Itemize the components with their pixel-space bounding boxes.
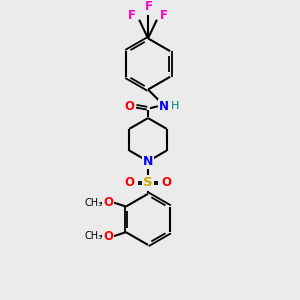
Text: O: O: [103, 230, 113, 243]
Text: F: F: [160, 9, 168, 22]
Text: O: O: [162, 176, 172, 190]
Text: O: O: [124, 176, 134, 190]
Text: CH₃: CH₃: [84, 198, 103, 208]
Text: H: H: [170, 101, 179, 111]
Text: O: O: [103, 196, 113, 209]
Text: CH₃: CH₃: [84, 231, 103, 241]
Text: F: F: [145, 0, 153, 14]
Text: S: S: [143, 176, 153, 190]
Text: F: F: [128, 9, 136, 22]
Text: N: N: [159, 100, 169, 113]
Text: O: O: [124, 100, 134, 113]
Text: N: N: [143, 155, 153, 168]
